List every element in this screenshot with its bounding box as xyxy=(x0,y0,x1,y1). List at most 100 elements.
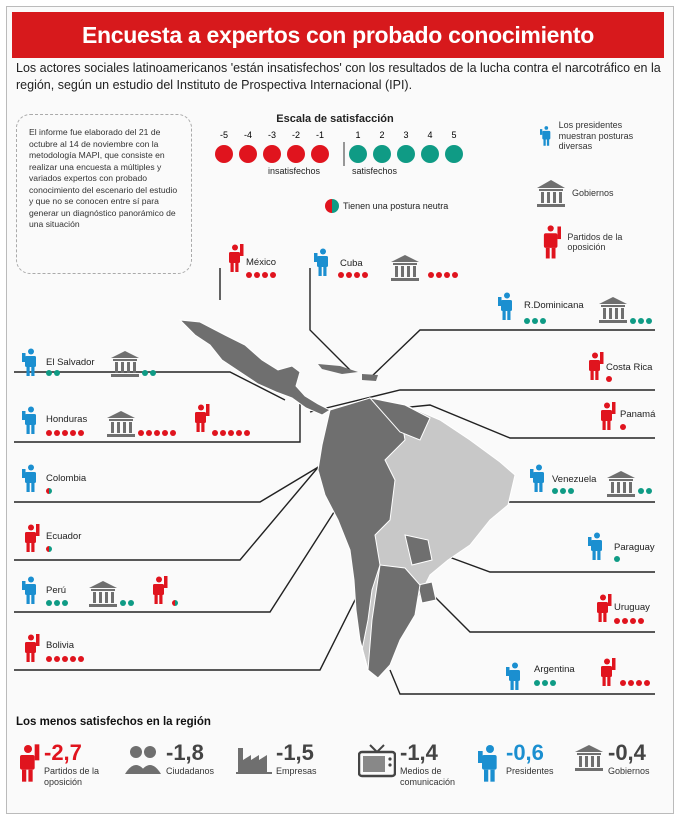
bottom-section-title: Los menos satisfechos en la región xyxy=(16,716,211,728)
rating-dot xyxy=(54,600,60,606)
rating-dots xyxy=(338,272,368,278)
rating-dot xyxy=(78,656,84,662)
rating-dots xyxy=(630,318,652,324)
rating-dot xyxy=(534,680,540,686)
rating-dot xyxy=(552,488,558,494)
scale-tick-label: -1 xyxy=(316,130,324,140)
government-icon xyxy=(88,580,118,613)
label-panama: Panamá xyxy=(620,409,656,420)
opposition-icon xyxy=(192,404,210,437)
scale-tick-label: 5 xyxy=(451,130,456,140)
neutral-label: Tienen una postura neutra xyxy=(343,201,449,211)
label-bolivia: Bolivia xyxy=(46,640,74,651)
rating-dot xyxy=(62,656,68,662)
rating-dot xyxy=(170,430,176,436)
scale-dot-positive xyxy=(373,145,391,163)
label-uruguay: Uruguay xyxy=(614,602,650,613)
scale-dot-negative xyxy=(263,145,281,163)
rating-dot xyxy=(622,618,628,624)
rating-dot xyxy=(628,680,634,686)
rating-dot xyxy=(46,370,52,376)
rating-dot xyxy=(524,318,530,324)
opposition-icon xyxy=(594,594,612,627)
stat-item: -0,6 Presidentes xyxy=(478,742,568,787)
connector-costarica xyxy=(309,389,655,413)
stat-value: -1,8 xyxy=(166,740,204,765)
legend-opposition-label: Partidos de la oposición xyxy=(567,231,623,253)
legend-governments: Gobiernos xyxy=(536,178,656,208)
scale-tick-label: -4 xyxy=(244,130,252,140)
rating-dot xyxy=(142,370,148,376)
rating-dot xyxy=(262,272,268,278)
president-icon xyxy=(22,464,40,497)
president-icon xyxy=(22,576,40,609)
connector-paraguay xyxy=(429,549,655,573)
stat-value: -0,4 xyxy=(608,740,646,765)
rating-dots xyxy=(534,680,556,686)
rating-dots xyxy=(552,488,574,494)
rating-dot xyxy=(614,618,620,624)
rating-dot xyxy=(362,272,368,278)
rating-dots xyxy=(120,600,134,606)
scale-dot-positive xyxy=(445,145,463,163)
rating-dots xyxy=(142,370,156,376)
opposition-icon xyxy=(16,744,40,787)
opposition-icon xyxy=(22,634,40,667)
government-icon xyxy=(110,350,140,383)
rating-dot xyxy=(162,430,168,436)
government-icon xyxy=(537,180,565,207)
scale-tick-label: 4 xyxy=(427,130,432,140)
opposition-icon xyxy=(226,244,244,277)
rating-dot xyxy=(638,488,644,494)
rating-dots xyxy=(138,430,176,436)
rating-dots xyxy=(246,272,276,278)
rating-dot xyxy=(54,656,60,662)
hispaniola-shape xyxy=(362,374,378,381)
president-icon xyxy=(540,126,551,146)
scale-dot-negative xyxy=(239,145,257,163)
rating-dot xyxy=(620,680,626,686)
scale-tick-label: -5 xyxy=(220,130,228,140)
page-title: Encuesta a expertos con probado conocimi… xyxy=(12,12,664,58)
president-icon xyxy=(478,744,502,787)
connector-ecuador xyxy=(14,464,321,561)
label-cuba: Cuba xyxy=(340,258,363,269)
president-icon xyxy=(498,292,516,325)
venezuela-shape xyxy=(368,397,431,441)
scale-tick-label: -3 xyxy=(268,130,276,140)
rating-dot xyxy=(236,430,242,436)
rating-dot xyxy=(532,318,538,324)
scale-tick-label: 2 xyxy=(379,130,384,140)
opposition-icon xyxy=(543,225,562,259)
president-icon xyxy=(588,532,606,565)
label-mexico: México xyxy=(246,257,277,268)
scale-dot-positive xyxy=(397,145,415,163)
rating-dot xyxy=(246,272,252,278)
insatisfechos-label: insatisfechos xyxy=(268,166,321,176)
scale-dot-negative xyxy=(311,145,329,163)
rating-dots xyxy=(614,618,644,624)
rating-dots xyxy=(606,376,612,382)
stat-label: Gobiernos xyxy=(608,766,650,776)
scale-dot-positive xyxy=(349,145,367,163)
government-icon xyxy=(606,470,636,503)
rating-dots xyxy=(524,318,546,324)
rating-dot xyxy=(614,556,620,562)
stat-item: -1,4 Medios de comunicación xyxy=(357,742,470,787)
rating-dots xyxy=(172,600,178,606)
stat-value: -1,5 xyxy=(276,740,314,765)
rating-dots xyxy=(46,370,60,376)
president-icon xyxy=(506,662,524,695)
rating-dot xyxy=(254,272,260,278)
rating-dot xyxy=(542,680,548,686)
satisfaction-scale: -5 -4 -3 -2 -1 1 2 3 4 5 xyxy=(215,130,463,166)
rating-dot xyxy=(220,430,226,436)
scale-dot-negative xyxy=(287,145,305,163)
stat-label: Empresas xyxy=(276,766,317,776)
scale-dot-negative xyxy=(215,145,233,163)
rating-dot xyxy=(120,600,126,606)
paraguay-shape xyxy=(404,534,433,566)
rating-dot xyxy=(172,600,178,606)
rating-dot xyxy=(62,600,68,606)
stat-label: Partidos de la oposición xyxy=(44,766,100,787)
